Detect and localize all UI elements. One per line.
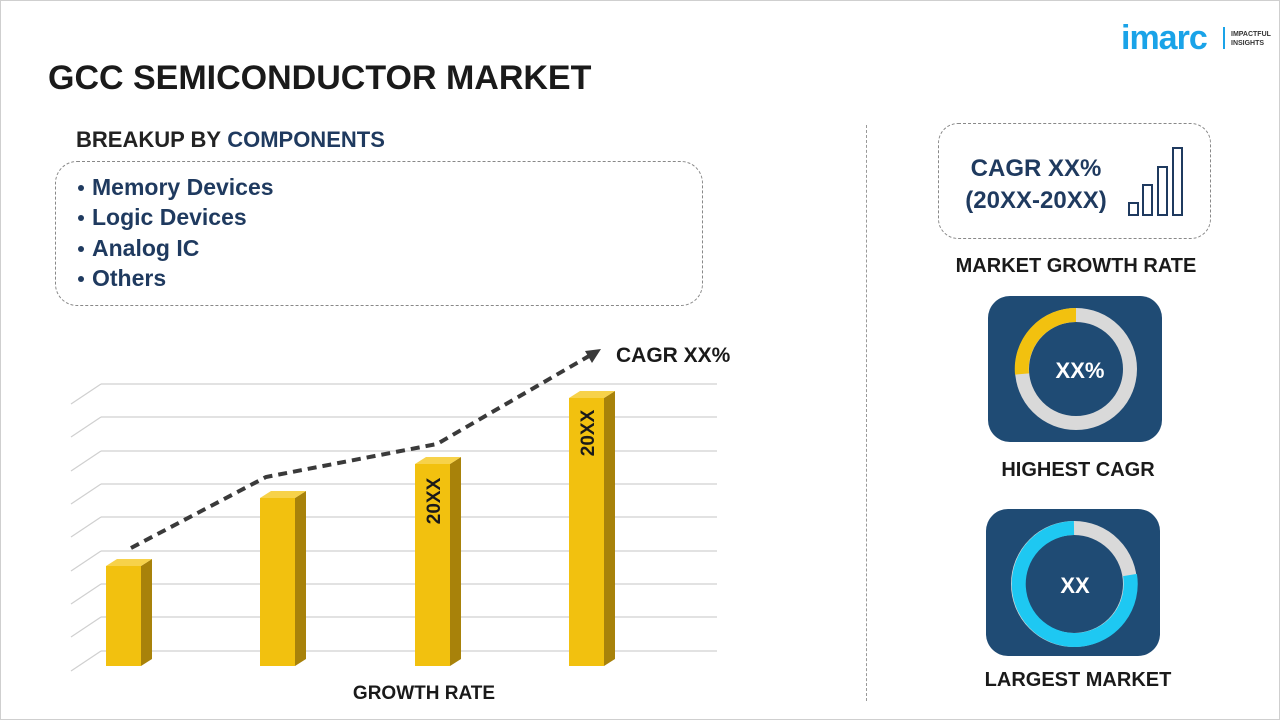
growth-chart: 20XX 20XX CAGR XX% GROWTH RATE xyxy=(70,344,731,704)
bar-side xyxy=(141,559,152,666)
kpi-value: XX% xyxy=(1056,358,1105,383)
caption: MARKET GROWTH RATE xyxy=(955,255,1197,277)
bar xyxy=(260,498,295,666)
bar-label: 20XX xyxy=(424,477,445,524)
grid-depth-lines xyxy=(70,383,102,672)
kpi-cards: XX% XX xyxy=(986,296,1162,656)
grid xyxy=(70,383,717,672)
heading-text: BREAKUP BY xyxy=(76,127,222,152)
cagr-period: (20XX-20XX) xyxy=(965,187,1107,214)
trend-label: CAGR XX% xyxy=(616,344,731,367)
bars xyxy=(106,391,615,666)
donut-arc xyxy=(1014,307,1077,375)
list-item: Logic Devices xyxy=(92,204,247,230)
logo-tagline: IMPACTFUL INSIGHTS xyxy=(1231,30,1271,48)
growth-icon xyxy=(1128,147,1183,216)
bar-label: 20XX xyxy=(578,409,599,456)
bullet xyxy=(78,276,84,282)
caption: LARGEST MARKET xyxy=(984,669,1172,691)
bullet xyxy=(78,185,84,191)
bar xyxy=(415,464,450,666)
bullet xyxy=(78,246,84,252)
x-axis-label: GROWTH RATE xyxy=(353,683,495,704)
list-item: Analog IC xyxy=(92,235,200,261)
page-title: GCC SEMICONDUCTOR MARKET xyxy=(48,59,592,97)
donut-arc xyxy=(1011,521,1138,647)
caption: HIGHEST CAGR xyxy=(1001,459,1155,481)
trend-arrow xyxy=(130,354,591,550)
heading-highlight: COMPONENTS xyxy=(227,127,385,152)
section-heading: BREAKUP BY COMPONENTS xyxy=(76,127,385,153)
logo-tagline-line: INSIGHTS xyxy=(1231,40,1265,47)
list-item: Others xyxy=(92,265,167,291)
kpi-value: XX xyxy=(1060,573,1090,598)
bar-side xyxy=(450,457,461,666)
bullet xyxy=(78,215,84,221)
bar-side xyxy=(604,391,615,666)
divider xyxy=(866,125,867,701)
bar-top xyxy=(106,559,152,566)
bar-top xyxy=(415,457,461,464)
logo-divider xyxy=(1223,27,1225,49)
bar-top xyxy=(569,391,615,398)
arrow-head xyxy=(585,349,601,363)
grid-lines xyxy=(101,383,717,652)
logo-brand: imarc xyxy=(1121,19,1208,57)
bar-top xyxy=(260,491,306,498)
cagr-text: CAGR XX% xyxy=(970,155,1102,182)
cagr-box xyxy=(938,123,1211,239)
bar-side xyxy=(295,491,306,666)
list-item: Memory Devices xyxy=(92,174,274,200)
bar xyxy=(569,398,604,666)
bar xyxy=(106,566,141,666)
list-box xyxy=(55,161,703,306)
logo-tagline-line: IMPACTFUL xyxy=(1231,31,1271,38)
